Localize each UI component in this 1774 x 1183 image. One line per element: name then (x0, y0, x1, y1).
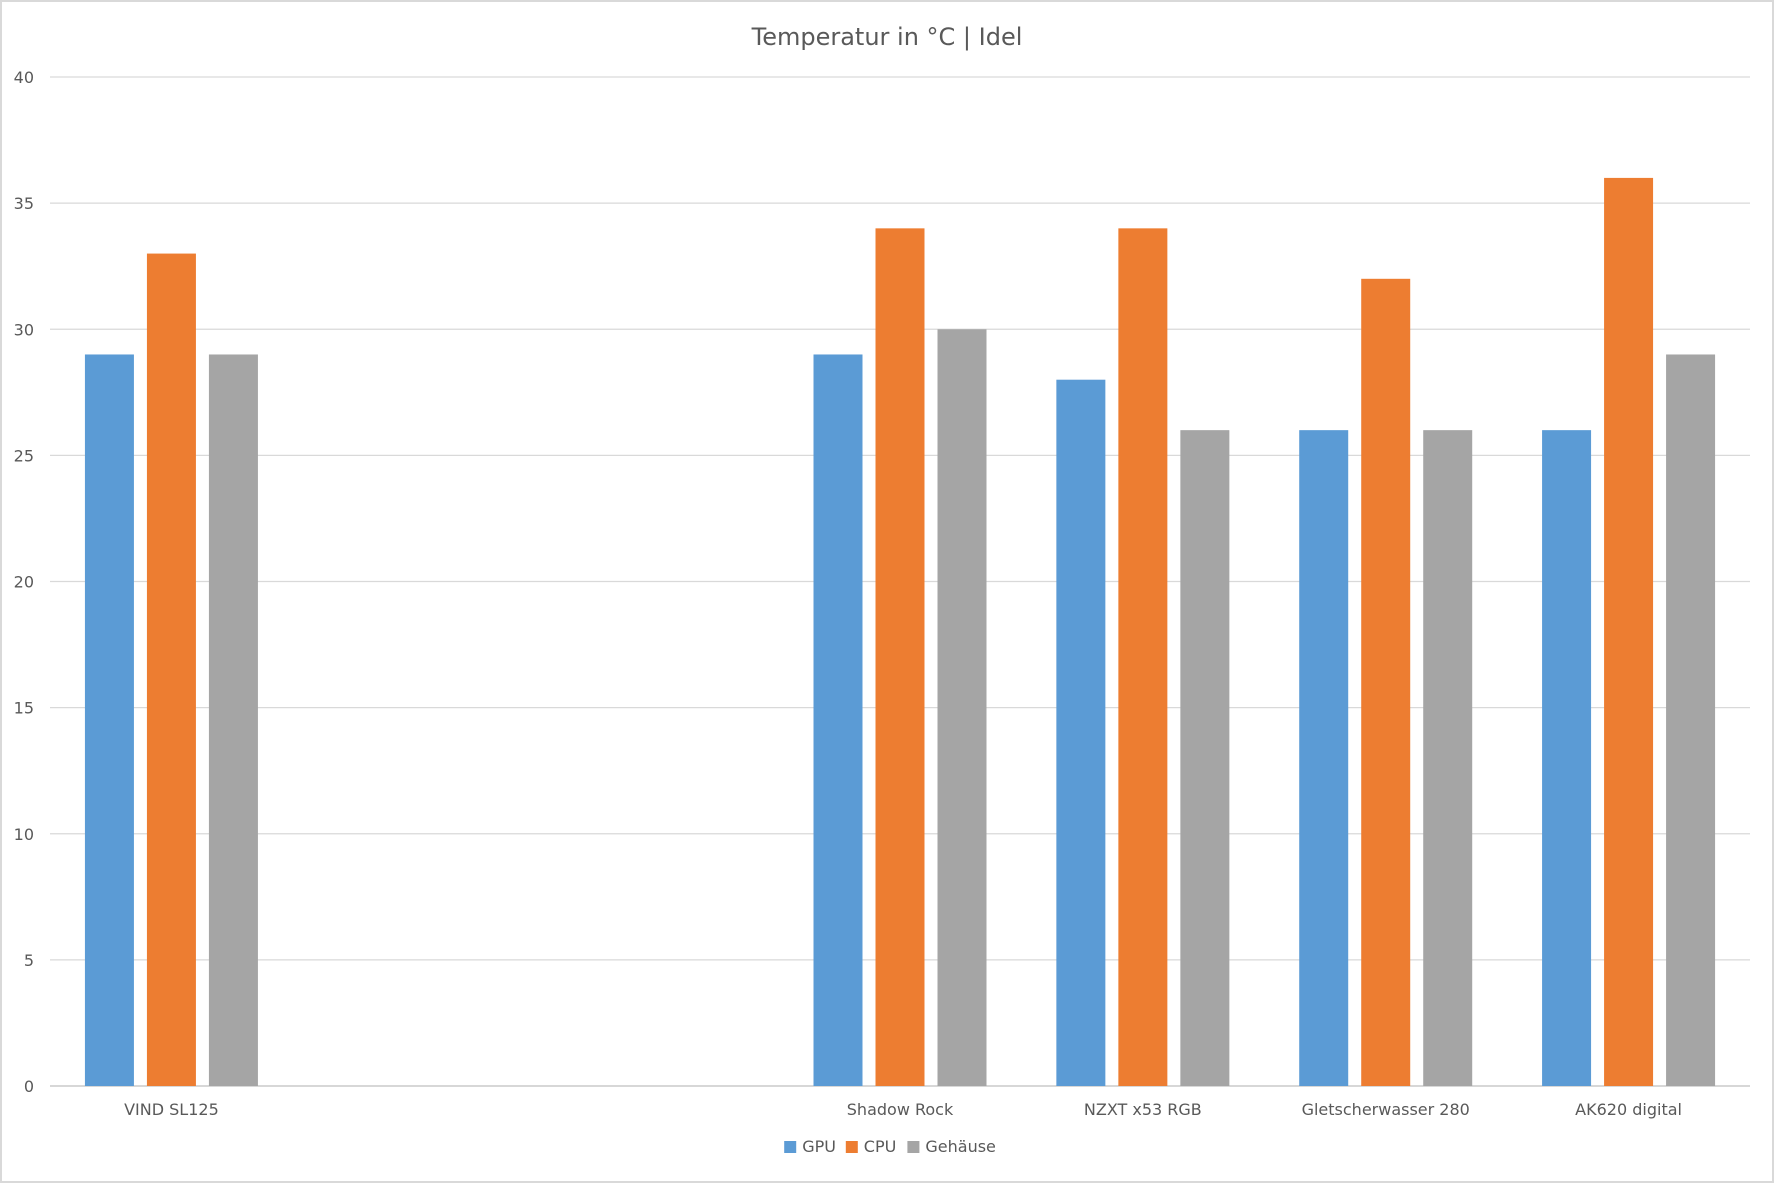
bar (208, 354, 258, 1087)
bar (875, 228, 925, 1087)
legend-label: GPU (802, 1137, 836, 1156)
legend: GPU CPU Gehäuse (784, 1137, 996, 1156)
y-tick-label: 25 (14, 446, 34, 465)
y-tick-label: 30 (14, 320, 34, 339)
y-tick-label: 5 (24, 951, 34, 970)
chart-title: Temperatur in °C | Idel (751, 23, 1023, 51)
bar (84, 354, 134, 1087)
bar (1299, 430, 1349, 1086)
legend-swatch (907, 1141, 920, 1153)
x-tick-label: Gletscherwasser 280 (1302, 1100, 1470, 1119)
x-axis: VIND SL125 Shadow Rock NZXT x53 RGB Gletsch… (124, 1100, 1682, 1119)
legend-label: Gehäuse (925, 1137, 996, 1156)
legend-swatch (784, 1141, 797, 1153)
x-tick-label: VIND SL125 (124, 1100, 219, 1119)
bar (1542, 430, 1592, 1086)
y-tick-label: 0 (24, 1077, 34, 1096)
bar (1423, 430, 1473, 1086)
y-tick-label: 35 (14, 194, 34, 213)
bar (1118, 228, 1168, 1087)
x-tick-label: AK620 digital (1575, 1100, 1682, 1119)
bars (84, 177, 1716, 1087)
y-tick-label: 40 (14, 68, 34, 87)
y-tick-label: 10 (14, 825, 34, 844)
legend-label: CPU (864, 1137, 897, 1156)
y-tick-label: 15 (14, 699, 34, 718)
bar (1666, 354, 1716, 1087)
y-tick-label: 20 (14, 573, 34, 592)
bar (813, 354, 863, 1087)
bar (937, 329, 987, 1086)
x-tick-label: Shadow Rock (847, 1100, 954, 1119)
x-tick-label: NZXT x53 RGB (1084, 1100, 1202, 1119)
bar (1056, 379, 1106, 1086)
legend-swatch (845, 1141, 858, 1153)
bar (1604, 177, 1654, 1086)
bar (1180, 430, 1230, 1086)
y-axis: 0 5 10 15 20 25 30 35 40 (14, 68, 34, 1096)
bar (1361, 278, 1411, 1086)
bar (146, 253, 196, 1086)
